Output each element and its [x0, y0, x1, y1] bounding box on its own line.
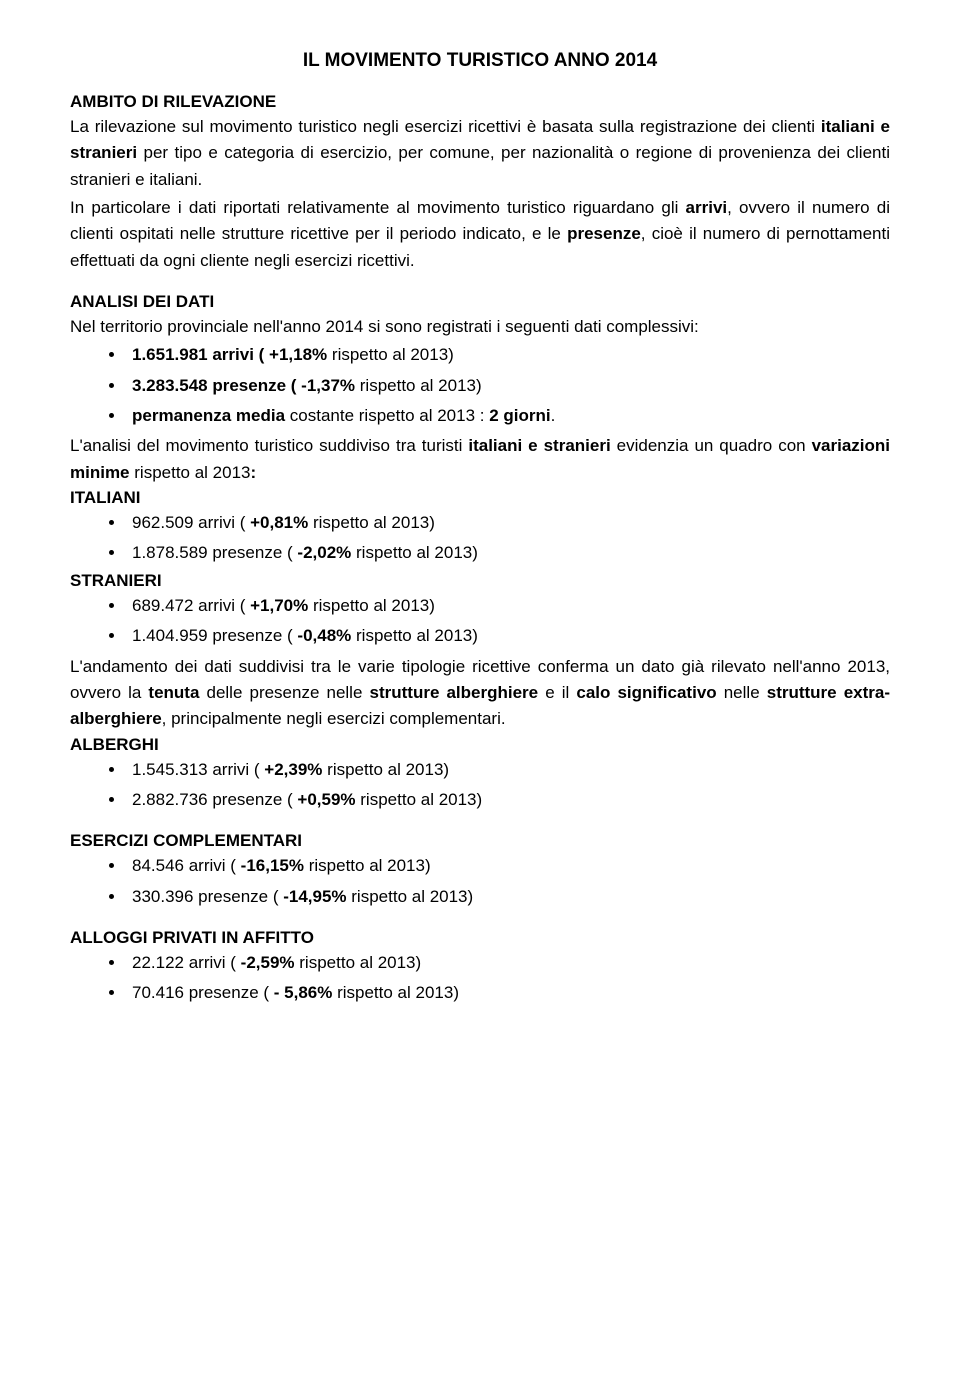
text-bold: : [251, 463, 257, 482]
text: rispetto al 2013) [356, 790, 483, 809]
list-esercizi-complementari: 84.546 arrivi ( -16,15% rispetto al 2013… [70, 853, 890, 910]
text-bold: 2 giorni [489, 406, 550, 425]
text: rispetto al 2013) [347, 887, 474, 906]
text: , principalmente negli esercizi compleme… [162, 709, 506, 728]
list-item: 22.122 arrivi ( -2,59% rispetto al 2013) [126, 950, 890, 976]
text: . [551, 406, 556, 425]
text: rispetto al 2013) [351, 626, 478, 645]
text-bold: tenuta [148, 683, 199, 702]
text: 1.545.313 arrivi ( [132, 760, 264, 779]
text-bold: presenze [567, 224, 641, 243]
paragraph-ambito-2: In particolare i dati riportati relativa… [70, 195, 890, 274]
text: La rilevazione sul movimento turistico n… [70, 117, 821, 136]
text: per tipo e categoria di esercizio, per c… [70, 143, 890, 188]
list-item: 689.472 arrivi ( +1,70% rispetto al 2013… [126, 593, 890, 619]
text: delle presenze nelle [199, 683, 369, 702]
heading-alberghi: ALBERGHI [70, 735, 890, 755]
text-bold: +1,70% [250, 596, 308, 615]
list-item: 1.404.959 presenze ( -0,48% rispetto al … [126, 623, 890, 649]
heading-analisi: ANALISI DEI DATI [70, 292, 890, 312]
text: In particolare i dati riportati relativa… [70, 198, 686, 217]
text-bold: strutture alberghiere [370, 683, 539, 702]
text: 330.396 presenze ( [132, 887, 283, 906]
text: 84.546 arrivi ( [132, 856, 241, 875]
list-italiani: 962.509 arrivi ( +0,81% rispetto al 2013… [70, 510, 890, 567]
list-item: 3.283.548 presenze ( -1,37% rispetto al … [126, 373, 890, 399]
list-stranieri: 689.472 arrivi ( +1,70% rispetto al 2013… [70, 593, 890, 650]
list-alberghi: 1.545.313 arrivi ( +2,39% rispetto al 20… [70, 757, 890, 814]
text: rispetto al 2013) [351, 543, 478, 562]
text-bold: -16,15% [241, 856, 304, 875]
text: rispetto al 2013) [295, 953, 422, 972]
text: 1.878.589 presenze ( [132, 543, 297, 562]
heading-stranieri: STRANIERI [70, 571, 890, 591]
paragraph-breakdown-intro: L'analisi del movimento turistico suddiv… [70, 433, 890, 486]
text: 962.509 arrivi ( [132, 513, 250, 532]
text: rispetto al 2013) [355, 376, 482, 395]
text-bold: -0,48% [297, 626, 351, 645]
text-bold: 1.651.981 arrivi ( +1,18% [132, 345, 327, 364]
list-item: 330.396 presenze ( -14,95% rispetto al 2… [126, 884, 890, 910]
text-bold: calo significativo [576, 683, 716, 702]
paragraph-tipologie: L'andamento dei dati suddivisi tra le va… [70, 654, 890, 733]
list-item: 962.509 arrivi ( +0,81% rispetto al 2013… [126, 510, 890, 536]
text-bold: 3.283.548 presenze ( -1,37% [132, 376, 355, 395]
text: 689.472 arrivi ( [132, 596, 250, 615]
text: 70.416 presenze ( [132, 983, 274, 1002]
list-item: 1.545.313 arrivi ( +2,39% rispetto al 20… [126, 757, 890, 783]
text: rispetto al 2013) [304, 856, 431, 875]
list-item: 2.882.736 presenze ( +0,59% rispetto al … [126, 787, 890, 813]
paragraph-analisi-intro: Nel territorio provinciale nell'anno 201… [70, 314, 890, 340]
text: rispetto al 2013) [308, 513, 435, 532]
text-bold: permanenza media [132, 406, 285, 425]
heading-ambito: AMBITO DI RILEVAZIONE [70, 92, 890, 112]
list-totals: 1.651.981 arrivi ( +1,18% rispetto al 20… [70, 342, 890, 429]
list-item: 70.416 presenze ( - 5,86% rispetto al 20… [126, 980, 890, 1006]
text: costante rispetto al 2013 : [285, 406, 489, 425]
text: 22.122 arrivi ( [132, 953, 241, 972]
text: rispetto al 2013) [322, 760, 449, 779]
text-bold: +0,59% [297, 790, 355, 809]
heading-italiani: ITALIANI [70, 488, 890, 508]
text-bold: +2,39% [264, 760, 322, 779]
text: rispetto al 2013 [130, 463, 251, 482]
list-alloggi-privati: 22.122 arrivi ( -2,59% rispetto al 2013)… [70, 950, 890, 1007]
text-bold: italiani e stranieri [468, 436, 610, 455]
text: rispetto al 2013) [332, 983, 459, 1002]
list-item: 84.546 arrivi ( -16,15% rispetto al 2013… [126, 853, 890, 879]
text-bold: arrivi [686, 198, 728, 217]
text: 1.404.959 presenze ( [132, 626, 297, 645]
text-bold: +0,81% [250, 513, 308, 532]
document-page: IL MOVIMENTO TURISTICO ANNO 2014 AMBITO … [0, 0, 960, 1396]
text-bold: - 5,86% [274, 983, 333, 1002]
text-bold: -2,02% [297, 543, 351, 562]
list-item: permanenza media costante rispetto al 20… [126, 403, 890, 429]
text: rispetto al 2013) [308, 596, 435, 615]
text: L'analisi del movimento turistico suddiv… [70, 436, 468, 455]
text: rispetto al 2013) [327, 345, 454, 364]
paragraph-ambito-1: La rilevazione sul movimento turistico n… [70, 114, 890, 193]
text: 2.882.736 presenze ( [132, 790, 297, 809]
document-title: IL MOVIMENTO TURISTICO ANNO 2014 [70, 50, 890, 72]
heading-alloggi-privati: ALLOGGI PRIVATI IN AFFITTO [70, 928, 890, 948]
heading-esercizi-complementari: ESERCIZI COMPLEMENTARI [70, 831, 890, 851]
text: nelle [717, 683, 767, 702]
text: evidenzia un quadro con [611, 436, 812, 455]
list-item: 1.651.981 arrivi ( +1,18% rispetto al 20… [126, 342, 890, 368]
text: e il [538, 683, 576, 702]
list-item: 1.878.589 presenze ( -2,02% rispetto al … [126, 540, 890, 566]
text-bold: -14,95% [283, 887, 346, 906]
text-bold: -2,59% [241, 953, 295, 972]
